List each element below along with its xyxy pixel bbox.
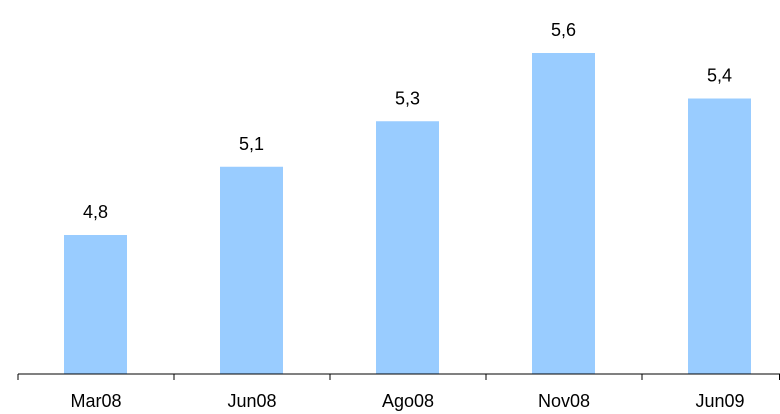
value-label-jun09: 5,4 xyxy=(707,66,732,86)
bars-group xyxy=(64,53,751,374)
tick-label-jun09: Jun09 xyxy=(695,391,744,411)
bar-mar08 xyxy=(64,235,127,374)
value-label-ago08: 5,3 xyxy=(395,88,420,108)
value-label-nov08: 5,6 xyxy=(551,20,576,40)
value-label-jun08: 5,1 xyxy=(239,134,264,154)
tick-label-jun08: Jun08 xyxy=(227,391,276,411)
tick-label-nov08: Nov08 xyxy=(538,391,590,411)
bar-jun08 xyxy=(220,166,283,374)
tick-label-mar08: Mar08 xyxy=(70,391,121,411)
bar-ago08 xyxy=(376,121,439,374)
x-axis-tick-labels: Mar08 Jun08 Ago08 Nov08 Jun09 xyxy=(70,391,744,411)
bar-jun09 xyxy=(688,98,751,374)
bar-nov08 xyxy=(532,53,595,374)
tick-label-ago08: Ago08 xyxy=(382,391,434,411)
value-label-mar08: 4,8 xyxy=(83,202,108,222)
x-axis-ticks xyxy=(17,374,780,380)
value-labels-group: 4,8 5,1 5,3 5,6 5,4 xyxy=(83,20,732,222)
